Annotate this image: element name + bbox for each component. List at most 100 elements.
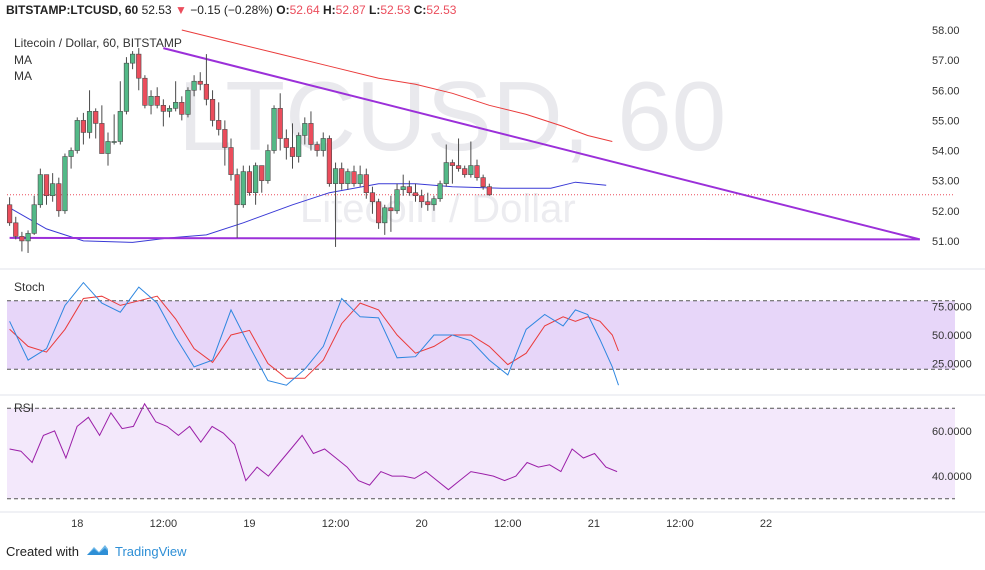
candle-body: [332, 168, 339, 184]
candle-body: [431, 198, 437, 206]
candle-body: [443, 162, 449, 184]
candle-body: [388, 207, 394, 212]
stoch-k-line: [9, 281, 619, 386]
candle-body: [406, 186, 412, 194]
candle-body: [19, 236, 25, 242]
ma-slow-line: [181, 29, 613, 142]
candle-body: [25, 233, 31, 242]
candle-body: [31, 204, 37, 234]
candle-body: [480, 177, 486, 187]
high-value: 52.87: [335, 3, 366, 17]
candle-body: [117, 111, 123, 142]
x-tick-label: 12:00: [666, 518, 694, 530]
x-tick-label: 12:00: [494, 518, 522, 530]
x-tick-label: 21: [588, 518, 600, 530]
candle-body: [369, 192, 376, 203]
candle-body: [363, 174, 369, 194]
candle-body: [265, 150, 271, 181]
candle-body: [142, 77, 148, 106]
candle-body: [296, 135, 302, 157]
rsi-pane-label: RSI: [14, 401, 34, 415]
candle-body: [160, 105, 166, 112]
candle-body: [173, 102, 179, 109]
symbol-header: BITSTAMP:LTCUSD, 60 52.53 ▼ −0.15 (−0.28…: [6, 3, 456, 17]
candle-body: [462, 168, 468, 175]
candle-body: [289, 147, 296, 157]
candle-body: [339, 168, 345, 184]
candle-body: [154, 96, 160, 106]
candle-body: [486, 186, 492, 196]
candle-body: [320, 138, 326, 151]
x-tick-label: 12:00: [150, 518, 178, 530]
candle-body: [277, 108, 283, 139]
candle-body: [468, 165, 474, 175]
stoch-d-line: [9, 295, 619, 379]
x-tick-label: 19: [243, 518, 255, 530]
trendline-upper: [163, 47, 921, 241]
watermark-symbol: LTCUSD, 60: [178, 61, 726, 171]
symbol-label: BITSTAMP:LTCUSD, 60: [6, 3, 139, 17]
y-tick-label: 55.00: [932, 115, 960, 127]
candle-body: [62, 156, 68, 212]
rsi-y-tick-label: 60.0000: [932, 426, 972, 438]
candle-body: [302, 123, 308, 136]
candle-body: [375, 201, 382, 224]
open-value: 52.64: [289, 3, 320, 17]
candle-body: [185, 89, 191, 115]
rsi-band: [7, 408, 955, 499]
candle-body: [357, 174, 363, 184]
chart-legend-title: Litecoin / Dollar, 60, BITSTAMP: [14, 36, 182, 50]
candle-body: [382, 207, 388, 224]
candle-body: [136, 53, 142, 79]
candle-body: [216, 120, 222, 130]
candle-body: [13, 222, 19, 237]
x-tick-label: 20: [416, 518, 428, 530]
stoch-pane-label: Stoch: [14, 280, 45, 294]
close-label: C:: [413, 3, 427, 17]
candle-body: [130, 53, 136, 64]
candle-body: [345, 171, 351, 184]
close-value: 52.53: [426, 3, 457, 17]
candle-body: [271, 108, 277, 151]
low-value: 52.53: [380, 3, 411, 17]
ma-fast-line: [9, 181, 607, 243]
candle-body: [68, 150, 74, 157]
change-value: −0.15 (−0.28%): [190, 3, 273, 17]
candle-body: [308, 123, 314, 145]
stoch-band: [7, 300, 955, 370]
candle-body: [449, 162, 456, 166]
y-tick-label: 57.00: [932, 55, 960, 67]
stoch-y-tick-label: 75.0000: [932, 302, 972, 314]
low-label: L:: [369, 3, 381, 17]
candle-body: [259, 165, 265, 181]
candle-body: [43, 174, 50, 197]
candle-body: [148, 96, 154, 106]
candle-body: [197, 80, 203, 85]
y-tick-label: 51.00: [932, 236, 960, 248]
rsi-line: [9, 402, 618, 491]
candle-body: [56, 183, 62, 212]
candle-body: [314, 144, 320, 151]
candle-body: [240, 171, 246, 206]
candle-body: [37, 174, 43, 206]
candle-body: [412, 192, 419, 197]
candle-body: [419, 195, 425, 203]
high-label: H:: [322, 3, 336, 17]
candle-body: [228, 147, 234, 175]
candle-body: [394, 189, 400, 212]
candle-body: [50, 183, 56, 197]
tradingview-logo-icon: [85, 543, 109, 560]
candle-body: [203, 83, 210, 100]
stoch-y-tick-label: 25.0000: [932, 359, 972, 371]
candle-body: [326, 138, 333, 184]
trendline-lower: [9, 236, 920, 241]
candle-body: [74, 120, 80, 151]
y-tick-label: 56.00: [932, 85, 960, 97]
x-tick-label: 18: [71, 518, 83, 530]
candle-body: [7, 204, 13, 224]
tradingview-brand[interactable]: TradingView: [114, 544, 187, 559]
candle-body: [209, 99, 216, 121]
candle-body: [222, 129, 228, 148]
created-with-label: Created with: [6, 544, 79, 559]
